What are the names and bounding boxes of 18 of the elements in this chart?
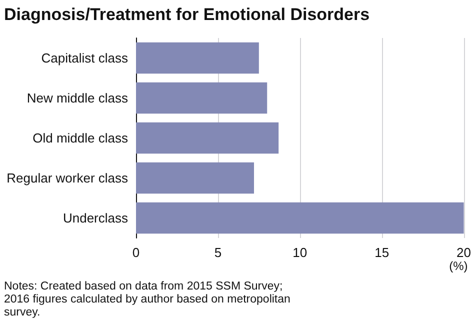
bar	[136, 122, 279, 154]
y-tick-label: Capitalist class	[41, 50, 128, 66]
x-tick-label: 15	[374, 245, 390, 260]
x-tick-label: 20	[456, 245, 472, 260]
y-tick-label: Underclass	[62, 210, 128, 226]
bar	[136, 82, 268, 114]
x-tick-label: 10	[292, 245, 308, 260]
bar	[136, 42, 259, 74]
bar	[136, 162, 254, 194]
x-axis-title: (%)	[449, 259, 468, 273]
y-tick-label: New middle class	[26, 90, 128, 106]
bar	[136, 202, 464, 234]
y-tick-label: Regular worker class	[6, 170, 128, 186]
x-tick-label: 5	[214, 245, 222, 260]
chart-title: Diagnosis/Treatment for Emotional Disorders	[4, 5, 370, 24]
x-tick-label: 0	[132, 245, 140, 260]
text: Notes: Created based on data from 2015 SSM Survey; 2016 figures calculated by author based on metropolitan survey.	[4, 280, 294, 318]
y-tick-label: Old middle class	[32, 130, 128, 146]
